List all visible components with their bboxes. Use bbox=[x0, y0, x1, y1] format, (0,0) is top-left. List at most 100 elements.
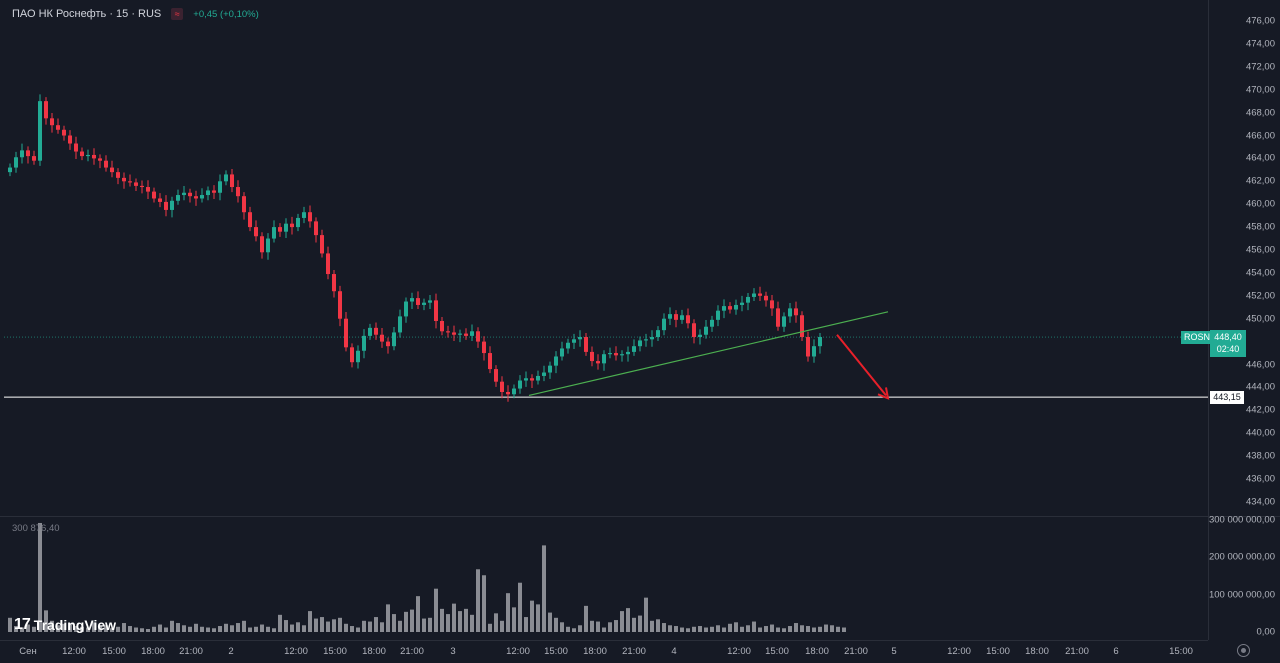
volume-bar bbox=[86, 627, 90, 632]
candle-body bbox=[254, 227, 258, 237]
volume-bar bbox=[266, 626, 270, 632]
price-chart[interactable] bbox=[4, 0, 1208, 516]
time-axis-label: 18:00 bbox=[1025, 646, 1049, 657]
time-axis-label: 18:00 bbox=[805, 646, 829, 657]
volume-bar bbox=[752, 621, 756, 632]
candle-body bbox=[182, 192, 186, 196]
candle-body bbox=[482, 341, 486, 354]
volume-bar bbox=[722, 627, 726, 632]
settings-icon[interactable] bbox=[1237, 644, 1250, 657]
candle-body bbox=[302, 212, 306, 218]
time-axis-label: 12:00 bbox=[947, 646, 971, 657]
volume-bar bbox=[806, 626, 810, 632]
candle-body bbox=[104, 160, 108, 168]
volume-bar bbox=[368, 621, 372, 632]
candle-body bbox=[794, 308, 798, 316]
volume-bar bbox=[332, 619, 336, 632]
volume-bar bbox=[206, 627, 210, 632]
tradingview-logo-mark: 17 bbox=[14, 616, 31, 633]
candle-body bbox=[272, 227, 276, 239]
symbol-title[interactable]: ПАО НК Роснефть · 15 · RUS bbox=[12, 8, 162, 20]
candle-body bbox=[290, 223, 294, 228]
volume-bar bbox=[632, 617, 636, 632]
candle-body bbox=[518, 380, 522, 389]
volume-bar bbox=[776, 627, 780, 632]
volume-pane[interactable] bbox=[4, 517, 1208, 639]
candle-body bbox=[68, 135, 72, 144]
candle-body bbox=[386, 341, 390, 347]
candle-body bbox=[398, 316, 402, 333]
price-axis-label: 466,00 bbox=[1245, 130, 1275, 141]
volume-bar bbox=[308, 611, 312, 632]
price-axis-label: 440,00 bbox=[1245, 427, 1275, 439]
candle-body bbox=[122, 177, 126, 182]
volume-bar bbox=[842, 627, 846, 632]
candle-body bbox=[608, 353, 612, 355]
volume-bar bbox=[50, 620, 54, 632]
price-axis-label: 464,00 bbox=[1245, 152, 1275, 164]
volume-bar bbox=[386, 604, 390, 632]
trendline[interactable] bbox=[528, 311, 889, 396]
candle-body bbox=[128, 181, 132, 183]
candle-body bbox=[110, 167, 114, 173]
candle-body bbox=[260, 236, 264, 253]
candle-body bbox=[470, 331, 474, 336]
candle-body bbox=[158, 198, 162, 202]
volume-bar bbox=[758, 627, 762, 632]
wave-icon[interactable]: ≈ bbox=[171, 8, 184, 20]
candle-body bbox=[314, 221, 318, 236]
candle-body bbox=[20, 150, 24, 158]
volume-bar bbox=[20, 627, 24, 632]
volume-bar bbox=[98, 626, 102, 632]
volume-bar bbox=[764, 626, 768, 632]
time-axis-label: 21:00 bbox=[400, 646, 424, 657]
candle-body bbox=[578, 337, 582, 340]
candle-body bbox=[692, 323, 696, 338]
volume-bar bbox=[260, 624, 264, 632]
candle-body bbox=[746, 296, 750, 303]
candle-body bbox=[818, 337, 822, 347]
volume-bar bbox=[458, 611, 462, 632]
candle-body bbox=[140, 185, 144, 188]
volume-bar bbox=[296, 622, 300, 632]
time-axis-label: 21:00 bbox=[844, 646, 868, 657]
tradingview-logo[interactable]: 17 TradingView bbox=[14, 616, 116, 634]
price-axis[interactable]: 476,00 474,00 472,00 470,00 468,00 466,00 464,… bbox=[1208, 0, 1280, 640]
volume-bar bbox=[356, 627, 360, 632]
time-axis-label: 21:00 bbox=[1065, 646, 1089, 657]
volume-bar bbox=[362, 620, 366, 632]
volume-bar bbox=[524, 617, 528, 632]
volume-bar bbox=[254, 626, 258, 632]
volume-bar bbox=[248, 627, 252, 632]
volume-bar bbox=[392, 614, 396, 632]
candle-body bbox=[464, 333, 468, 336]
time-axis-label: 12:00 bbox=[506, 646, 530, 657]
volume-bar bbox=[278, 614, 282, 632]
volume-bar bbox=[638, 615, 642, 632]
candle-body bbox=[38, 101, 42, 161]
candle-body bbox=[86, 154, 90, 157]
volume-bar bbox=[716, 625, 720, 632]
time-axis-label: 15:00 bbox=[1169, 646, 1193, 657]
time-axis[interactable]: Сен 12:00 15:00 18:00 21:00 2 12:00 15:00 18:00 2… bbox=[0, 640, 1208, 663]
candle-body bbox=[764, 295, 768, 301]
candle-body bbox=[620, 354, 624, 356]
price-axis-label: 446,00 bbox=[1245, 359, 1275, 370]
volume-bar bbox=[668, 625, 672, 632]
candle-body bbox=[98, 158, 102, 161]
volume-bar bbox=[536, 604, 540, 632]
candle-body bbox=[332, 274, 336, 292]
candle-body bbox=[704, 326, 708, 335]
volume-bar bbox=[530, 600, 534, 632]
pane-divider[interactable] bbox=[0, 516, 1280, 517]
volume-bar bbox=[224, 623, 228, 632]
candle-body bbox=[728, 306, 732, 310]
volume-bar bbox=[620, 611, 624, 632]
candle-body bbox=[62, 129, 66, 136]
down-arrow-shaft[interactable] bbox=[836, 334, 887, 397]
candle-body bbox=[392, 332, 396, 347]
volume-bar bbox=[554, 617, 558, 632]
time-axis-label: 18:00 bbox=[362, 646, 386, 657]
volume-bar bbox=[572, 628, 576, 632]
last-price-badge: 448,40 02:40 bbox=[1210, 330, 1246, 357]
